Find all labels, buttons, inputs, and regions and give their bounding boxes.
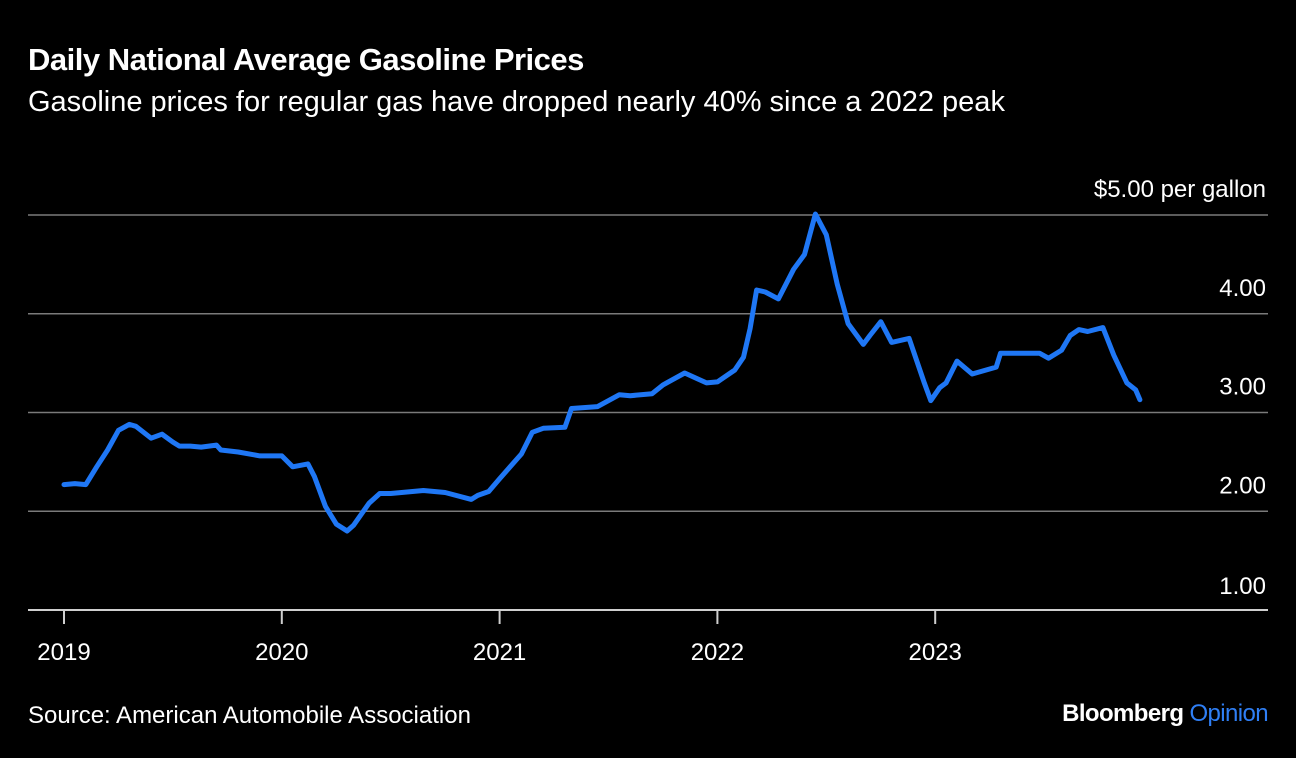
x-tick-label: 2023 — [909, 639, 962, 666]
series-line-gasoline-price — [61, 211, 1143, 534]
gridlines — [28, 214, 1268, 611]
y-tick-label: 3.00 — [1219, 374, 1266, 401]
x-tick-label: 2020 — [255, 639, 308, 666]
x-tick-label: 2021 — [473, 639, 526, 666]
y-axis-ticks: 1.00 2.00 3.00 4.00 $5.00 per gallon — [1094, 176, 1266, 600]
y-tick-label: 4.00 — [1219, 275, 1266, 302]
series-layer — [61, 211, 1143, 534]
brand-logo: Bloomberg Opinion — [1062, 700, 1268, 728]
source-note: Source: American Automobile Association — [28, 702, 471, 729]
brand-primary: Bloomberg — [1062, 700, 1184, 727]
y-tick-label: $5.00 per gallon — [1094, 176, 1266, 203]
y-tick-label: 1.00 — [1219, 573, 1266, 600]
chart-title: Daily National Average Gasoline Prices — [28, 42, 584, 77]
x-tick-label: 2019 — [37, 639, 90, 666]
y-tick-label: 2.00 — [1219, 472, 1266, 499]
chart-subtitle: Gasoline prices for regular gas have dro… — [28, 86, 1005, 118]
brand-secondary: Opinion — [1189, 700, 1268, 727]
x-axis-ticks: 2019 2020 2021 2022 2023 — [37, 610, 962, 666]
x-tick-label: 2022 — [691, 639, 744, 666]
